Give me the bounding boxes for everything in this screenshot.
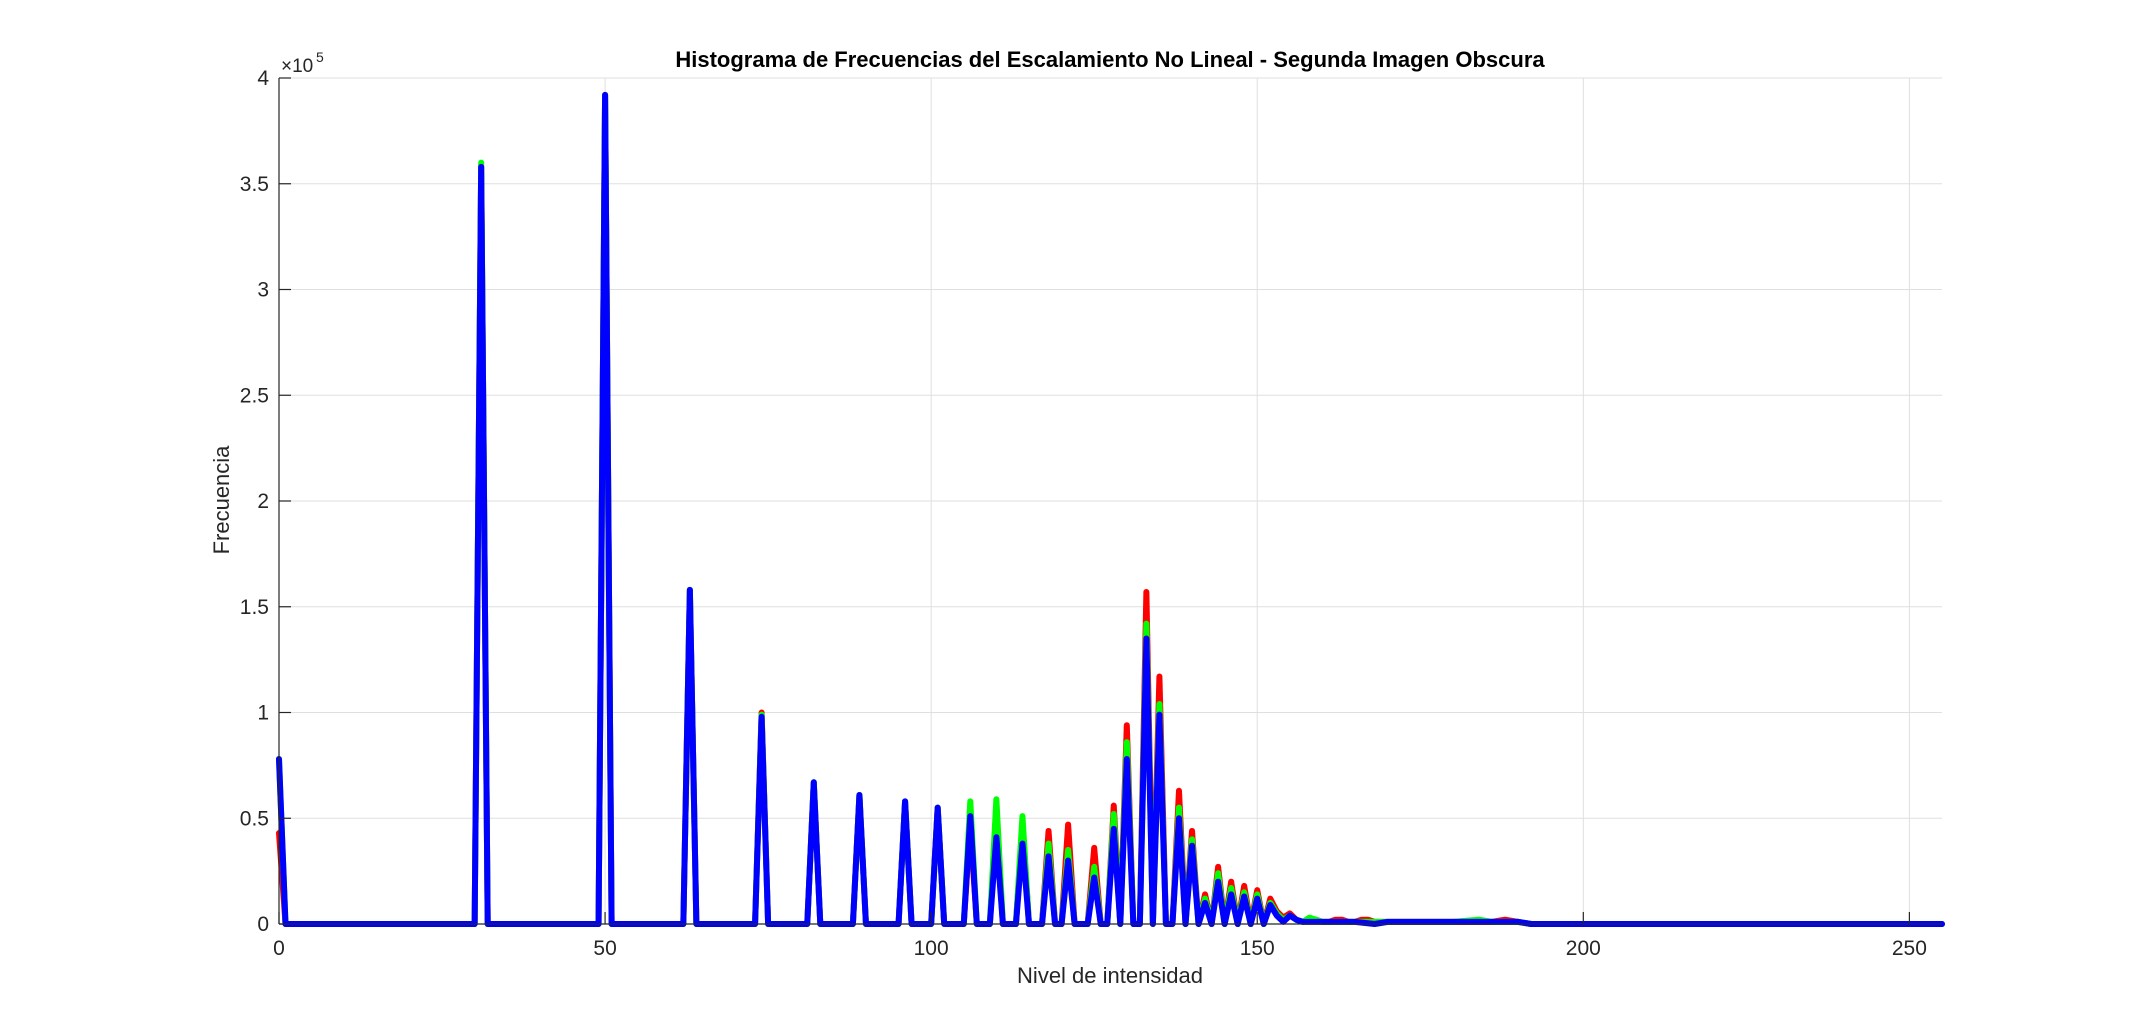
chart-title: Histograma de Frecuencias del Escalamien… — [675, 47, 1545, 72]
x-axis-label: Nivel de intensidad — [1017, 963, 1203, 988]
y-tick-label: 4 — [257, 67, 269, 90]
y-tick-label: 0.5 — [240, 807, 269, 830]
x-tick-label: 200 — [1566, 937, 1601, 960]
y-tick-label: 2 — [257, 490, 269, 513]
y-tick-label: 1 — [257, 702, 269, 725]
x-tick-label: 250 — [1892, 937, 1927, 960]
y-exponent-label: ×10 5 — [281, 49, 324, 77]
grid-lines — [278, 77, 1942, 925]
x-tick-label: 150 — [1240, 937, 1275, 960]
axes — [278, 77, 1942, 925]
y-tick-label: 3.5 — [240, 173, 269, 196]
tick-labels: 0 50 100 150 200 250 0 0.5 1 1.5 2 2.5 3 3.5 4 — [240, 67, 1927, 960]
y-tick-label: 0 — [257, 913, 269, 936]
y-tick-label: 2.5 — [240, 384, 269, 407]
plot-area: 0 50 100 150 200 250 0 0.5 1 1.5 2 2.5 3 3.5 4 — [240, 67, 1945, 960]
x-tick-label: 0 — [273, 937, 285, 960]
x-tick-label: 50 — [593, 937, 616, 960]
x-tick-label: 100 — [914, 937, 949, 960]
y-exponent-base: ×10 — [281, 56, 313, 77]
y-tick-label: 1.5 — [240, 596, 269, 619]
y-tick-label: 3 — [257, 279, 269, 302]
y-axis-label: Frecuencia — [209, 445, 234, 555]
y-exponent-power: 5 — [316, 49, 324, 65]
